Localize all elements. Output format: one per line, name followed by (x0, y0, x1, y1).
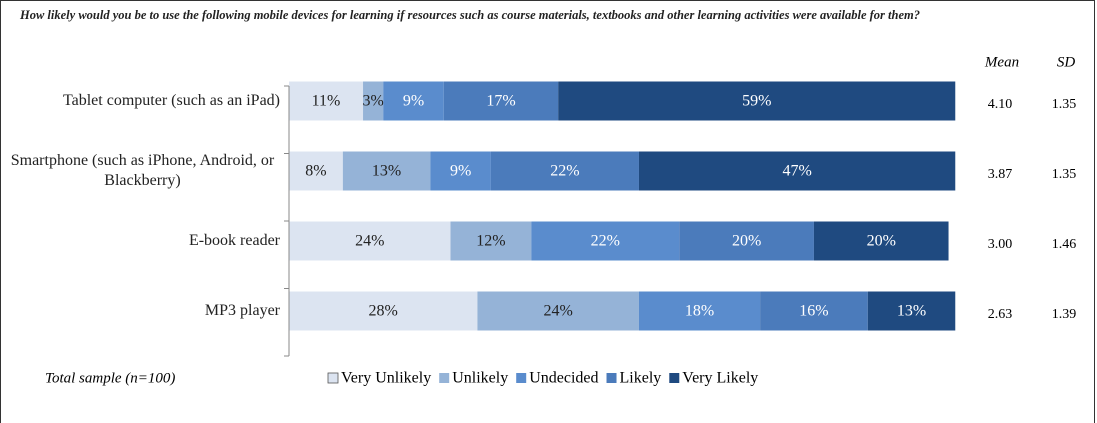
legend-label: Very Likely (682, 370, 758, 387)
data-label: 9% (450, 163, 471, 180)
data-label: 24% (355, 233, 384, 250)
data-label: 8% (305, 163, 326, 180)
sd-value: 1.35 (1052, 97, 1077, 112)
data-label: 28% (369, 303, 398, 320)
bar-segment (289, 151, 343, 191)
bar-segment (289, 81, 364, 121)
bar-segment (383, 81, 444, 121)
y-tick-label: E-book reader (188, 232, 280, 249)
bar-segment (760, 291, 868, 331)
legend-label: Likely (620, 370, 662, 387)
bar-segment (477, 291, 639, 331)
mean-value: 4.10 (988, 97, 1013, 112)
data-label: 59% (742, 93, 771, 110)
data-label: 20% (867, 233, 896, 250)
data-label: 22% (591, 233, 620, 250)
data-label: 13% (897, 303, 926, 320)
legend-label: Unlikely (452, 370, 508, 387)
stats-header: Mean (984, 54, 1019, 70)
data-label: 3% (362, 93, 383, 110)
y-tick-label: Tablet computer (such as an iPad) (62, 92, 280, 109)
data-label: 12% (476, 233, 505, 250)
bar-segment (443, 81, 559, 121)
y-tick-label: MP3 player (204, 302, 280, 319)
data-label: 17% (486, 93, 515, 110)
bar-segment (558, 81, 956, 121)
data-label: 13% (372, 163, 401, 180)
bar-segment (813, 221, 949, 261)
data-label: 24% (544, 303, 573, 320)
bar-segment (531, 221, 680, 261)
data-label: 20% (732, 233, 761, 250)
mean-value: 3.87 (988, 167, 1013, 182)
stats-header: SD (1057, 54, 1076, 70)
legend-label: Very Unlikely (341, 370, 431, 387)
bar-segment (867, 291, 956, 331)
bar-segment (450, 221, 532, 261)
category-label-box: Tablet computer (such as an iPad) (5, 91, 280, 111)
legend-swatch (439, 373, 450, 383)
data-label: 18% (685, 303, 714, 320)
data-label: 47% (782, 163, 811, 180)
sd-value: 1.46 (1052, 237, 1077, 252)
chart-title: How likely would you be to use the follo… (20, 8, 920, 22)
legend-label: Undecided (529, 370, 598, 387)
note: Total sample (n=100) (45, 370, 175, 386)
legend-swatch (669, 373, 680, 383)
legend-swatch (327, 372, 339, 384)
bar-segment (638, 291, 761, 331)
mean-value: 2.63 (988, 307, 1013, 322)
sd-value: 1.39 (1052, 307, 1077, 322)
y-tick-label: Smartphone (such as iPhone, Android, or … (10, 152, 275, 189)
bar-segment (342, 151, 431, 191)
bar-segment (363, 81, 384, 121)
data-label: 16% (799, 303, 828, 320)
bar-segment (289, 291, 478, 331)
bar-segment (679, 221, 814, 261)
bar-segment (490, 151, 639, 191)
bar-segment (638, 151, 956, 191)
data-label: 22% (550, 163, 579, 180)
category-label-box: E-book reader (5, 231, 280, 251)
data-label: 9% (403, 93, 424, 110)
bar-segment (430, 151, 491, 191)
sd-value: 1.35 (1052, 167, 1077, 182)
data-label: 11% (312, 93, 341, 110)
category-label-box: Smartphone (such as iPhone, Android, or … (5, 151, 280, 191)
mean-value: 3.00 (988, 237, 1013, 252)
legend-swatch (516, 373, 527, 383)
bar-segment (289, 221, 451, 261)
category-label-box: MP3 player (5, 301, 280, 321)
legend-swatch (606, 373, 617, 383)
